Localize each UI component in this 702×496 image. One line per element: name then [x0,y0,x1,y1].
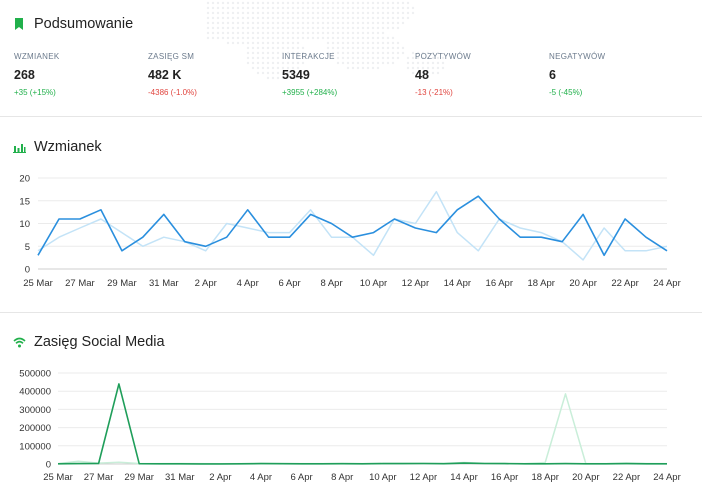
wifi-icon [12,335,26,349]
reach-section: Zasięg Social Media 0 100000 200000 300000 4… [0,313,702,496]
x-tick-label: 14 Apr [444,278,471,289]
x-tick-label: 18 Apr [527,278,554,289]
mentions-chart: 0 5 10 15 20 25 Mar 27 Mar 29 Mar 31 Mar 2 Apr 4 A… [19,174,680,290]
x-tick-label: 10 Apr [360,278,387,289]
bookmark-icon [12,17,26,31]
x-tick-label: 8 Apr [331,472,353,483]
x-tick-label: 2 Apr [195,278,217,289]
summary-section: Podsumowanie WZMIANEK 268 +35 (+15%) ZASIĘG… [0,0,702,116]
x-tick-label: 29 Mar [124,472,154,483]
divider [0,116,702,117]
mentions-series-comparison [37,190,668,261]
x-tick-label: 14 Apr [450,472,477,483]
x-tick-label: 6 Apr [291,472,313,483]
x-tick-label: 12 Apr [410,472,437,483]
y-tick-label: 0 [25,265,30,276]
x-tick-label: 27 Mar [65,278,95,289]
x-tick-label: 18 Apr [531,472,558,483]
kpi-delta: -5 (-45%) [549,88,583,97]
mentions-title: Wzmianek [34,139,102,155]
x-tick-label: 25 Mar [43,472,73,483]
y-tick-label: 300000 [19,405,51,416]
summary-header: Podsumowanie [12,16,133,32]
reach-title: Zasięg Social Media [34,334,165,350]
y-tick-label: 10 [19,219,30,230]
kpi-0: WZMIANEK 268 +35 (+15%) [14,52,144,97]
kpi-3: POZYTYWÓW 48 -13 (-21%) [415,52,545,97]
reach-header: Zasięg Social Media [12,334,165,350]
x-tick-label: 20 Apr [569,278,596,289]
x-tick-label: 16 Apr [491,472,518,483]
kpi-label: WZMIANEK [14,52,60,61]
y-tick-label: 20 [19,174,30,185]
mentions-header: Wzmianek [12,139,102,155]
x-tick-label: 22 Apr [611,278,638,289]
kpi-1: ZASIĘG SM 482 K -4386 (-1.0%) [148,52,278,97]
x-tick-label: 24 Apr [653,472,680,483]
kpi-2: INTERAKCJE 5349 +3955 (+284%) [282,52,412,97]
x-tick-label: 31 Mar [149,278,179,289]
x-tick-label: 6 Apr [279,278,301,289]
reach-series-primary [57,383,667,465]
kpi-value: 482 K [148,68,182,82]
y-tick-label: 5 [25,242,30,253]
kpi-delta: +35 (+15%) [14,88,56,97]
x-tick-label: 31 Mar [165,472,195,483]
kpi-value: 268 [14,68,35,82]
mentions-series-primary [37,195,668,257]
x-tick-label: 8 Apr [320,278,342,289]
kpi-delta: -4386 (-1.0%) [148,88,197,97]
kpi-4: NEGATYWÓW 6 -5 (-45%) [549,52,679,97]
reach-chart: 0 100000 200000 300000 400000 500000 25 Mar 27 … [19,369,680,484]
kpi-label: NEGATYWÓW [549,52,606,61]
x-tick-label: 22 Apr [613,472,640,483]
kpi-value: 6 [549,68,556,82]
kpi-label: POZYTYWÓW [415,52,472,61]
y-tick-label: 400000 [19,387,51,398]
kpi-delta: +3955 (+284%) [282,88,338,97]
x-tick-label: 16 Apr [486,278,513,289]
mentions-section: Wzmianek 0 5 10 15 20 25 Mar 27 Mar 29 Mar 31 Ma… [0,117,702,313]
kpi-value: 5349 [282,68,310,82]
y-tick-label: 200000 [19,423,51,434]
x-tick-label: 4 Apr [250,472,272,483]
world-map-background [206,1,445,80]
x-tick-label: 29 Mar [107,278,137,289]
summary-title: Podsumowanie [34,16,134,32]
kpi-label: INTERAKCJE [282,52,335,61]
x-tick-label: 27 Mar [84,472,114,483]
y-tick-label: 0 [46,460,51,471]
x-tick-label: 12 Apr [402,278,429,289]
x-tick-label: 4 Apr [237,278,259,289]
kpi-label: ZASIĘG SM [148,52,195,61]
kpi-value: 48 [415,68,429,82]
reach-series-comparison [57,393,668,465]
y-tick-label: 15 [19,196,30,207]
x-tick-label: 25 Mar [23,278,53,289]
x-tick-label: 10 Apr [369,472,396,483]
x-tick-label: 20 Apr [572,472,599,483]
y-tick-label: 100000 [19,441,51,452]
x-tick-label: 2 Apr [209,472,231,483]
kpi-delta: -13 (-21%) [415,88,453,97]
y-tick-label: 500000 [19,369,51,380]
x-tick-label: 24 Apr [653,278,680,289]
bar-chart-icon [12,140,26,154]
divider [0,312,702,313]
